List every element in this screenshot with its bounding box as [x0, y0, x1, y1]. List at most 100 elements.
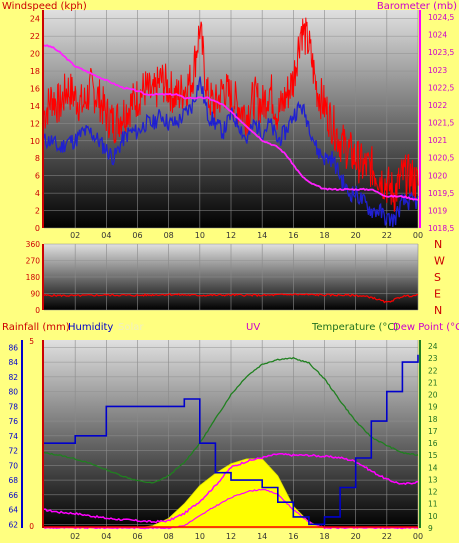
humidity-tick-label: 86 [8, 343, 18, 352]
humidity-tick-label: 72 [8, 447, 18, 456]
barometer-line [43, 44, 419, 201]
humidity-tick-label: 82 [8, 373, 18, 382]
windspeed-tick-label: 14 [30, 102, 40, 111]
x-tick-label: 10 [195, 532, 205, 541]
solar-axis-label: Solar [118, 322, 144, 333]
windspeed-tick-label: 16 [30, 84, 40, 93]
barometer-tick-label: 1020,5 [428, 154, 454, 163]
barometer-tick-label: 1019,5 [428, 189, 454, 198]
x-tick-label: 22 [382, 532, 392, 541]
temperature-tick-label: 20 [428, 391, 438, 400]
x-tick-label: 06 [132, 231, 142, 240]
barometer-tick-label: 1020 [428, 171, 447, 180]
direction-tick-label: 360 [26, 240, 41, 249]
direction-tick-label: 0 [35, 306, 40, 315]
x-tick-label: 18 [319, 532, 329, 541]
temperature-tick-label: 15 [428, 451, 438, 460]
barometer-axis-label: Barometer (mb) [377, 1, 457, 12]
humidity-tick-label: 78 [8, 402, 18, 411]
humidity-tick-label: 64 [8, 506, 18, 515]
temperature-tick-label: 19 [428, 403, 438, 412]
compass-label: N [434, 238, 442, 251]
x-tick-label: 18 [319, 231, 329, 240]
barometer-tick-label: 1024,5 [428, 13, 454, 22]
windspeed-tick-label: 20 [30, 50, 40, 59]
windspeed-tick-label: 2 [35, 207, 40, 216]
x-tick-label: 04 [101, 231, 111, 240]
barometer-tick-label: 1019 [428, 206, 447, 215]
compass-label: E [434, 288, 441, 301]
humidity-tick-label: 76 [8, 417, 18, 426]
temperature-tick-label: 24 [428, 342, 438, 351]
temperature-tick-label: 21 [428, 378, 438, 387]
x-tick-label: 12 [226, 532, 236, 541]
barometer-tick-label: 1022,5 [428, 83, 454, 92]
windspeed-tick-label: 12 [30, 119, 40, 128]
wind-gust-line [43, 17, 419, 212]
humidity-tick-label: 74 [8, 432, 18, 441]
direction-tick-label: 180 [26, 273, 41, 282]
rainfall-tick-label: 0 [29, 522, 34, 531]
temperature-tick-label: 11 [428, 500, 438, 509]
humidity-tick-label: 80 [8, 388, 18, 397]
temperature-tick-label: 17 [428, 427, 438, 436]
direction-tick-label: 270 [26, 257, 41, 266]
temperature-tick-label: 23 [428, 354, 438, 363]
humidity-tick-label: 84 [8, 358, 18, 367]
x-tick-label: 08 [164, 532, 174, 541]
temperature-tick-label: 13 [428, 475, 438, 484]
temperature-line [43, 356, 419, 484]
direction-line [43, 292, 419, 304]
x-tick-label: 22 [382, 231, 392, 240]
x-tick-label: 20 [351, 231, 361, 240]
rainfall-tick-label: 5 [29, 337, 34, 346]
x-tick-label: 14 [257, 532, 267, 541]
humidity-tick-label: 66 [8, 491, 18, 500]
temperature-tick-label: 12 [428, 488, 438, 497]
dew-point-axis-label: Dew Point (°C) [393, 322, 459, 333]
temperature-tick-label: 14 [428, 463, 438, 472]
temperature-tick-label: 18 [428, 415, 438, 424]
windspeed-tick-label: 18 [30, 67, 40, 76]
barometer-tick-label: 1021 [428, 136, 447, 145]
x-tick-label: 04 [101, 532, 111, 541]
x-tick-label: 20 [351, 532, 361, 541]
humidity-tick-label: 62 [8, 520, 18, 529]
windspeed-tick-label: 10 [30, 137, 40, 146]
windspeed-tick-label: 0 [35, 224, 40, 233]
windspeed-tick-label: 8 [35, 154, 40, 163]
windspeed-tick-label: 4 [35, 189, 40, 198]
temperature-tick-label: 9 [428, 524, 433, 533]
windspeed-tick-label: 22 [30, 32, 40, 41]
x-tick-label: 12 [226, 231, 236, 240]
temperature-tick-label: 16 [428, 439, 438, 448]
barometer-tick-label: 1023,5 [428, 48, 454, 57]
barometer-tick-label: 1023 [428, 66, 447, 75]
temperature-axis-label: Temperature (°C) [311, 322, 398, 333]
temperature-tick-label: 10 [428, 512, 438, 521]
x-tick-label: 16 [288, 532, 298, 541]
temperature-tick-label: 22 [428, 366, 438, 375]
compass-label: N [434, 304, 442, 317]
barometer-tick-label: 1024 [428, 31, 447, 40]
windspeed-axis-label: Windspeed (kph) [2, 1, 87, 12]
compass-label: W [434, 255, 445, 268]
rainfall-axis-label: Rainfall (mm) [2, 322, 70, 333]
direction-tick-label: 90 [30, 290, 40, 299]
barometer-tick-label: 1021,5 [428, 119, 454, 128]
x-tick-label: 08 [164, 231, 174, 240]
windspeed-tick-label: 6 [35, 172, 40, 181]
humidity-tick-label: 70 [8, 461, 18, 470]
x-tick-label: 14 [257, 231, 267, 240]
barometer-tick-label: 1022 [428, 101, 447, 110]
x-tick-label: 06 [132, 532, 142, 541]
humidity-line [43, 354, 419, 526]
windspeed-tick-label: 24 [30, 15, 40, 24]
compass-label: S [434, 271, 441, 284]
x-tick-label: 02 [70, 231, 80, 240]
x-tick-label: 16 [288, 231, 298, 240]
uv-axis-label: UV [246, 322, 260, 333]
humidity-axis-label: Humidity [68, 322, 113, 333]
barometer-tick-label: 1018,5 [428, 224, 454, 233]
